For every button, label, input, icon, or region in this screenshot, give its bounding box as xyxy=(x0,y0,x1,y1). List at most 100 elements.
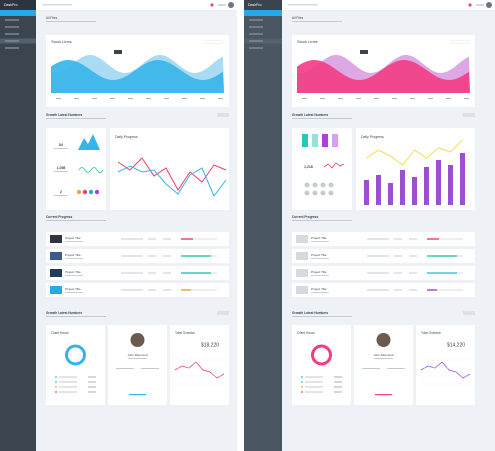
avatar-dot xyxy=(304,190,310,196)
person-stat xyxy=(141,368,159,369)
top-bar xyxy=(36,0,237,10)
card-title: Daily Progress xyxy=(115,135,138,139)
project-thumb xyxy=(296,269,308,277)
x-label xyxy=(392,98,397,99)
dropdown[interactable] xyxy=(204,40,224,44)
card-title: Client Hours xyxy=(51,331,69,335)
nav-active[interactable] xyxy=(0,10,36,16)
card-title: Client Hours xyxy=(297,331,315,335)
project-stat xyxy=(409,272,417,274)
emoji xyxy=(76,189,82,195)
card-title: Stock Lines xyxy=(51,39,72,44)
legend-value xyxy=(88,386,96,388)
x-label xyxy=(164,98,169,99)
period-button[interactable] xyxy=(463,113,475,117)
x-label xyxy=(110,98,115,99)
section-title: Growth Latest Numbers xyxy=(292,113,328,117)
user-name xyxy=(476,4,484,6)
legend-value xyxy=(88,376,96,378)
stat-value: 1,218 xyxy=(304,165,313,169)
legend-dot xyxy=(301,391,303,393)
project-stat xyxy=(394,289,402,291)
brand: DashPro xyxy=(4,3,18,7)
brand: DashPro xyxy=(248,3,262,7)
project-stat xyxy=(163,289,171,291)
legend-dot xyxy=(301,376,303,378)
emoji xyxy=(88,189,94,195)
legend-label xyxy=(305,391,323,393)
period-button[interactable] xyxy=(217,113,229,117)
person-name: John Raymond xyxy=(127,353,148,357)
project-date xyxy=(367,255,389,257)
project-date xyxy=(121,255,143,257)
project-meta xyxy=(311,292,329,293)
area-front xyxy=(51,60,224,93)
legend-dot xyxy=(55,386,57,388)
x-label xyxy=(92,98,97,99)
project-thumb xyxy=(50,286,62,294)
page-title: All Files xyxy=(46,16,58,20)
logo-bar xyxy=(0,0,36,10)
project-thumb xyxy=(50,252,62,260)
user-name xyxy=(218,4,226,6)
avatar-dot xyxy=(320,182,326,188)
legend-label xyxy=(305,381,323,383)
project-meta xyxy=(311,275,329,276)
progress-track xyxy=(181,238,217,240)
project-date xyxy=(367,272,389,274)
emoji xyxy=(94,189,100,195)
bar xyxy=(412,177,417,205)
bar xyxy=(436,160,441,205)
progress-track xyxy=(427,289,463,291)
bar xyxy=(448,165,453,205)
sparkline xyxy=(78,167,104,173)
mini-bar xyxy=(312,134,318,147)
card-title: Daily Progress xyxy=(361,135,384,139)
x-label xyxy=(128,98,133,99)
x-label xyxy=(182,98,187,99)
x-label xyxy=(356,98,361,99)
line-series xyxy=(117,165,227,197)
notification[interactable] xyxy=(468,3,472,7)
section-title: Current Progress xyxy=(292,215,318,219)
legend-value xyxy=(334,391,342,393)
stat-value: 1,058 xyxy=(57,166,66,170)
search[interactable] xyxy=(288,4,318,6)
x-label xyxy=(302,98,307,99)
nav-label xyxy=(5,26,19,28)
avatar-dot xyxy=(312,182,318,188)
nav-active[interactable] xyxy=(244,10,282,16)
avatar[interactable] xyxy=(486,2,492,8)
period-button[interactable] xyxy=(463,311,475,315)
profile-link[interactable] xyxy=(375,394,392,396)
sidebar xyxy=(244,0,282,451)
progress-fill xyxy=(427,289,437,291)
project-thumb xyxy=(50,235,62,243)
project-stat xyxy=(394,255,402,257)
person-role xyxy=(374,358,393,359)
dropdown[interactable] xyxy=(450,40,470,44)
logo-bar xyxy=(244,0,282,10)
project-title: Project Title xyxy=(65,287,81,291)
search[interactable] xyxy=(42,4,72,6)
stat-value: 84 xyxy=(59,143,63,147)
person-stat xyxy=(362,368,380,369)
project-meta xyxy=(65,275,83,276)
project-stat xyxy=(148,289,156,291)
period-button[interactable] xyxy=(217,311,229,315)
progress-fill xyxy=(427,255,457,257)
top-bar xyxy=(282,0,495,10)
project-date xyxy=(121,289,143,291)
avatar[interactable] xyxy=(228,2,234,8)
progress-fill xyxy=(427,238,439,240)
line-series xyxy=(420,361,471,379)
emoji xyxy=(82,189,88,195)
sidebar xyxy=(0,0,36,451)
donut xyxy=(65,344,86,366)
profile-link[interactable] xyxy=(129,394,146,396)
notification[interactable] xyxy=(210,3,214,7)
card xyxy=(170,325,229,405)
nav-label xyxy=(249,33,263,35)
nav-label xyxy=(5,40,19,42)
avatar-dot xyxy=(312,190,318,196)
